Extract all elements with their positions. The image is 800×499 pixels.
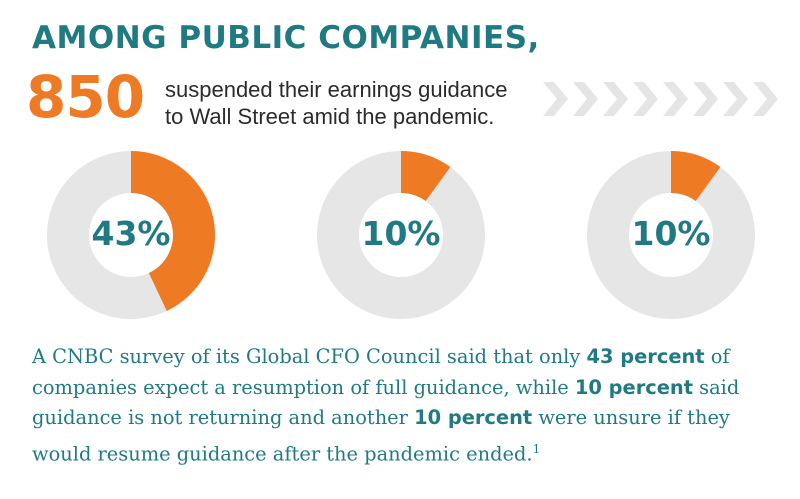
- donut-slice-2: [399, 151, 451, 202]
- donut-slice-3: [669, 151, 721, 202]
- chevron-arrow-shape: [723, 82, 748, 116]
- chevron-arrow-shape: [543, 82, 568, 116]
- chevron-arrow-shape: [693, 82, 718, 116]
- chevron-arrow-shape: [603, 82, 628, 116]
- body-paragraph: A CNBC survey of its Global CFO Council …: [32, 342, 782, 470]
- big-number: 850: [26, 63, 145, 131]
- donut-svg-1: [47, 151, 215, 319]
- donut-slice-1: [130, 151, 215, 311]
- footnote-marker: 1: [532, 441, 541, 456]
- caption-line-1: suspended their earnings guidance: [165, 77, 508, 102]
- donut-svg-3: [587, 151, 755, 319]
- chevron-arrow-shape: [753, 82, 778, 116]
- donut-label-2: 10%: [361, 214, 441, 253]
- chevron-arrow-shape: [573, 82, 598, 116]
- body-highlight-3: 10 percent: [414, 406, 533, 430]
- big-number-caption: suspended their earnings guidance to Wal…: [165, 76, 545, 130]
- donut-svg-2: [317, 151, 485, 319]
- donut-chart-2: 10%: [316, 150, 486, 324]
- chevron-arrows: [543, 82, 778, 116]
- caption-line-2: to Wall Street amid the pandemic.: [165, 104, 495, 129]
- chevron-arrow-shape: [663, 82, 688, 116]
- donut-label-1: 43%: [91, 214, 171, 253]
- headline: AMONG PUBLIC COMPANIES,: [32, 20, 540, 56]
- body-text-1: A CNBC survey of its Global CFO Council …: [32, 345, 587, 368]
- body-highlight-1: 43 percent: [586, 345, 705, 368]
- donut-label-3: 10%: [631, 214, 711, 253]
- donut-chart-3: 10%: [586, 150, 756, 324]
- body-text-3: said guidance is not returning and anoth…: [32, 375, 740, 430]
- donut-chart-1: 43%: [46, 150, 216, 324]
- body-text-4: were unsure if they would resume guidanc…: [32, 406, 730, 466]
- chevron-arrow-shape: [633, 82, 658, 116]
- body-text-2: of companies expect a resumption of full…: [32, 345, 730, 399]
- body-highlight-2: 10 percent: [574, 375, 693, 399]
